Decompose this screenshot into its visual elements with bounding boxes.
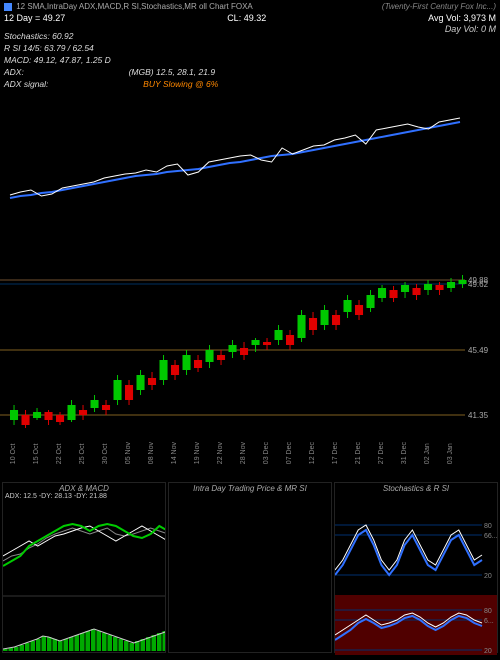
svg-text:49.62: 49.62 — [468, 280, 489, 289]
header-row-2: 12 Day = 49.27 CL: 49.32 Avg Vol: 3,973 … — [4, 13, 496, 23]
panel-intraday-title: Intra Day Trading Price & MR SI — [169, 483, 331, 494]
panel-stochastics: Stochastics & R SI 80 66... 20 80 6... 20 — [334, 482, 498, 653]
avg-vol: Avg Vol: 3,973 M — [428, 13, 496, 23]
sma-value: 12 Day = 49.27 — [4, 13, 65, 23]
svg-text:20: 20 — [484, 573, 492, 580]
date-tick: 15 Oct — [33, 442, 56, 464]
svg-text:80: 80 — [484, 523, 492, 530]
stat-rsi: R SI 14/5: 63.79 / 62.54 — [4, 42, 218, 54]
date-tick: 21 Dec — [355, 442, 378, 464]
panel-adx-macd: ADX & MACD ADX: 12.5 -DY: 28.13 -DY: 21.… — [2, 482, 166, 653]
date-tick: 30 Oct — [102, 442, 125, 464]
svg-text:20: 20 — [484, 648, 492, 655]
price-chart — [0, 100, 500, 220]
panel-adx-sub: ADX: 12.5 -DY: 28.13 -DY: 21.88 — [5, 493, 107, 500]
panel-stoch-title: Stochastics & R SI — [335, 483, 497, 494]
stat-adx-signal: ADX signal: BUY Slowing @ 6% — [4, 78, 218, 90]
date-tick: 12 Dec — [309, 442, 332, 464]
date-tick: 31 Dec — [401, 442, 424, 464]
date-tick: 25 Oct — [79, 442, 102, 464]
bottom-panels: ADX & MACD ADX: 12.5 -DY: 28.13 -DY: 21.… — [0, 480, 500, 655]
top-right-label: (Twenty-First Century Fox Inc...) — [382, 2, 496, 11]
date-tick: 05 Nov — [125, 442, 148, 464]
panel-intraday: Intra Day Trading Price & MR SI — [168, 482, 332, 653]
svg-text:6...: 6... — [484, 618, 494, 625]
date-tick: 07 Dec — [286, 442, 309, 464]
date-tick: 08 Nov — [148, 442, 171, 464]
candle-chart: 49.8849.6245.4941.35 — [0, 260, 500, 440]
date-tick: 03 Dec — [263, 442, 286, 464]
date-tick: 27 Dec — [378, 442, 401, 464]
date-tick: 03 Jan — [447, 442, 470, 464]
date-axis: 10 Oct15 Oct22 Oct25 Oct30 Oct05 Nov08 N… — [10, 442, 470, 464]
stats-block: Stochastics: 60.92 R SI 14/5: 63.79 / 62… — [4, 30, 218, 90]
stat-stochastics: Stochastics: 60.92 — [4, 30, 218, 42]
date-tick: 19 Nov — [194, 442, 217, 464]
stat-macd: MACD: 49.12, 47.87, 1.25 D — [4, 54, 218, 66]
svg-text:45.49: 45.49 — [468, 346, 489, 355]
date-tick: 28 Nov — [240, 442, 263, 464]
svg-text:80: 80 — [484, 608, 492, 615]
stat-adx: ADX: (MGB) 12.5, 28.1, 21.9 — [4, 66, 218, 78]
date-tick: 14 Nov — [171, 442, 194, 464]
date-tick: 22 Nov — [217, 442, 240, 464]
svg-text:66...: 66... — [484, 533, 497, 540]
close-value: CL: 49.32 — [227, 13, 266, 23]
date-tick: 02 Jan — [424, 442, 447, 464]
sma-color-box — [4, 3, 12, 11]
header-row-1: 12 SMA,IntraDay ADX,MACD,R SI,Stochastic… — [4, 2, 496, 11]
svg-text:41.35: 41.35 — [468, 411, 489, 420]
date-tick: 17 Dec — [332, 442, 355, 464]
date-tick: 10 Oct — [10, 442, 33, 464]
top-left-label: 12 SMA,IntraDay ADX,MACD,R SI,Stochastic… — [16, 2, 253, 11]
date-tick: 22 Oct — [56, 442, 79, 464]
